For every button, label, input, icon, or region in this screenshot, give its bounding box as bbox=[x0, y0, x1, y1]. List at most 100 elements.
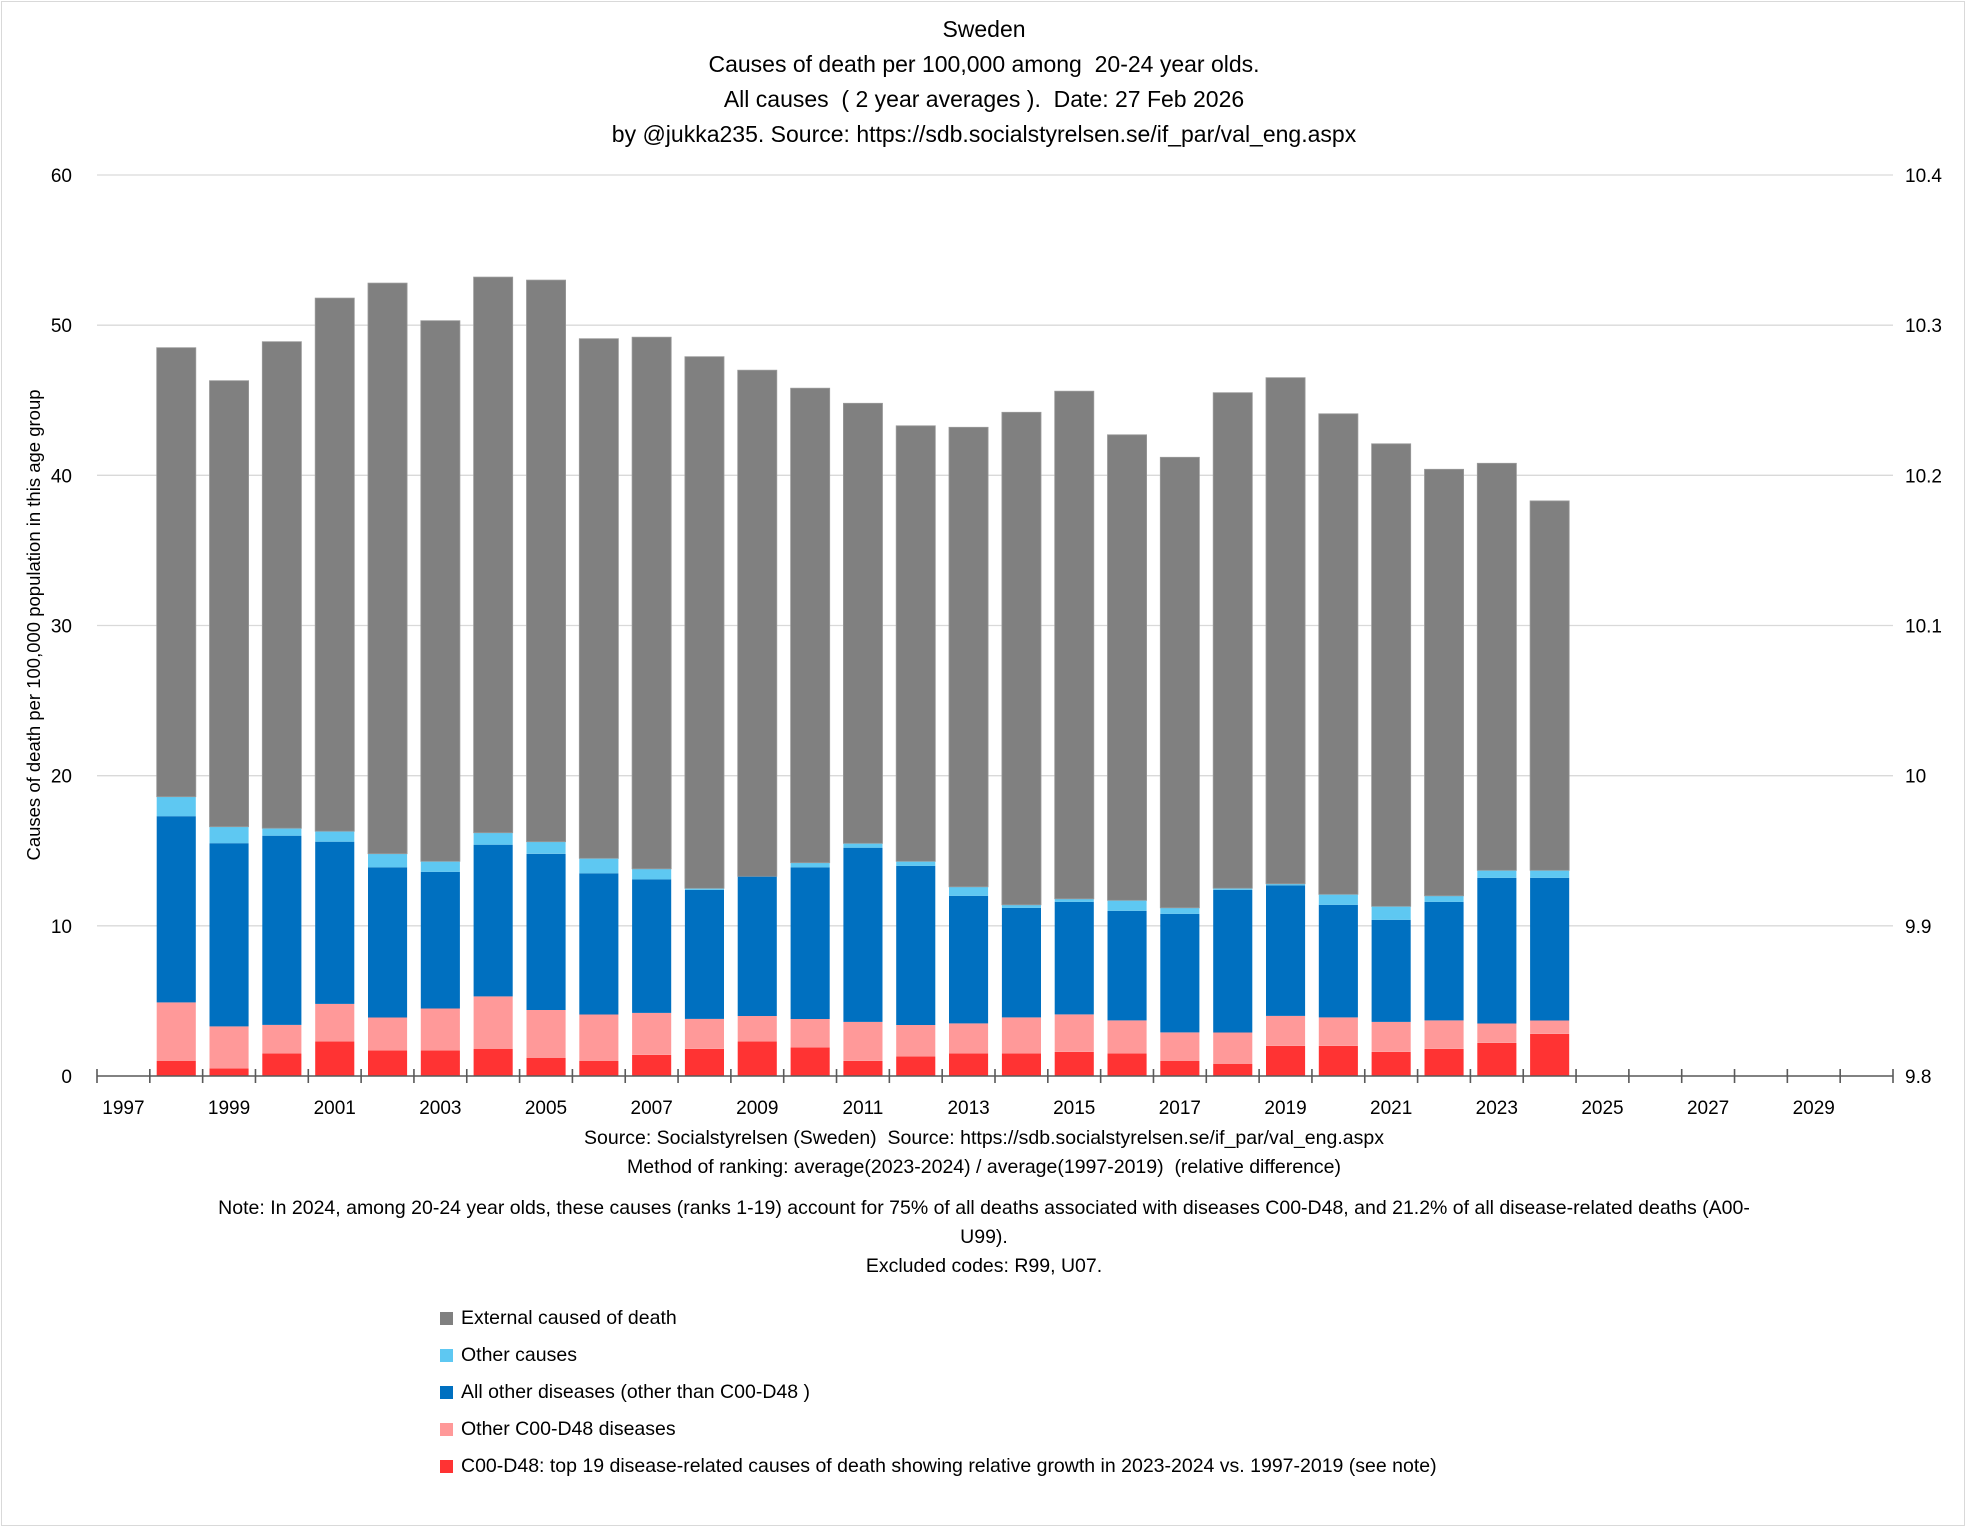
bar-segment bbox=[1529, 500, 1570, 871]
bar-segment bbox=[1001, 904, 1041, 908]
bar-segment bbox=[156, 1061, 196, 1076]
bar-segment bbox=[1213, 889, 1253, 1033]
bar-segment bbox=[1054, 390, 1095, 900]
bar-stack-1998 bbox=[156, 347, 197, 1076]
bar-segment bbox=[315, 1003, 355, 1042]
bar-segment bbox=[790, 867, 830, 1019]
bar-stack-2000 bbox=[261, 341, 302, 1076]
legend-label: Other causes bbox=[461, 1344, 577, 1366]
chart-notes: Source: Socialstyrelsen (Sweden) Source:… bbox=[0, 1124, 1968, 1281]
legend-item: C00-D48: top 19 disease-related causes o… bbox=[440, 1448, 1437, 1485]
x-tick-label: 2007 bbox=[631, 1098, 673, 1119]
bar-segment bbox=[843, 1061, 883, 1076]
bar-segment bbox=[1213, 888, 1253, 890]
x-tick-label: 2027 bbox=[1687, 1098, 1729, 1119]
bar-stack-2001 bbox=[314, 297, 355, 1076]
bar-segment bbox=[156, 796, 196, 817]
bar-stack-2013 bbox=[948, 426, 989, 1076]
bar-segment bbox=[1318, 904, 1358, 1018]
bar-stack-2004 bbox=[473, 276, 514, 1076]
gridlines bbox=[97, 174, 1893, 927]
y-tick-label: 0 bbox=[61, 1067, 72, 1088]
legend: External caused of death Other causes All … bbox=[440, 1300, 1437, 1485]
bar-segment bbox=[1001, 1053, 1041, 1076]
bar-segment bbox=[948, 426, 989, 888]
bar-segment bbox=[156, 347, 197, 798]
bar-segment bbox=[1476, 462, 1517, 871]
method-line: Method of ranking: average(2023-2024) / … bbox=[627, 1156, 1341, 1178]
x-tick-label: 2003 bbox=[419, 1098, 461, 1119]
bar-segment bbox=[473, 844, 513, 997]
bar-stack-2003 bbox=[420, 320, 461, 1076]
bar-segment bbox=[1107, 900, 1147, 911]
bar-segment bbox=[737, 1015, 777, 1042]
bar-segment bbox=[896, 1056, 936, 1076]
bar-segment bbox=[790, 862, 830, 868]
legend-item: Other C00-D48 diseases bbox=[440, 1411, 1437, 1448]
x-tick-label: 2029 bbox=[1793, 1098, 1835, 1119]
x-tick-label: 2011 bbox=[843, 1098, 884, 1119]
bar-segment bbox=[156, 1002, 196, 1061]
bar-segment bbox=[790, 1047, 830, 1076]
bar-segment bbox=[949, 895, 989, 1024]
bar-segment bbox=[156, 816, 196, 1003]
bar-segment bbox=[473, 832, 513, 845]
bar-stack-2015 bbox=[1054, 390, 1095, 1076]
bar-segment bbox=[1371, 1021, 1411, 1052]
legend-swatch-icon bbox=[440, 1312, 453, 1325]
x-tick-label: 1997 bbox=[102, 1098, 144, 1119]
bar-stack-2014 bbox=[1001, 411, 1042, 1076]
bar-stack-2019 bbox=[1265, 377, 1306, 1076]
y2-tick-label: 10.2 bbox=[1905, 466, 1942, 487]
bar-stack-2012 bbox=[895, 425, 936, 1076]
y-tick-label: 40 bbox=[51, 466, 72, 487]
bar-segment bbox=[632, 1055, 672, 1076]
bar-segment bbox=[843, 1021, 883, 1061]
bar-segment bbox=[1054, 1052, 1094, 1076]
bar-segment bbox=[896, 865, 936, 1025]
bar-segment bbox=[737, 876, 777, 1016]
bar-stack-2022 bbox=[1424, 468, 1464, 1076]
bar-segment bbox=[368, 867, 408, 1018]
bar-segment bbox=[1266, 1046, 1306, 1076]
bar-segment bbox=[420, 1008, 460, 1051]
excluded-codes: Excluded codes: R99, U07. bbox=[865, 1255, 1103, 1277]
bar-segment bbox=[1318, 1017, 1358, 1046]
bar-segment bbox=[1054, 901, 1094, 1015]
bar-segment bbox=[526, 1058, 566, 1076]
bar-segment bbox=[1160, 913, 1200, 1033]
note-paragraph: Note: In 2024, among 20-24 year olds, th… bbox=[218, 1197, 1750, 1248]
y2-tick-label: 9.8 bbox=[1905, 1067, 1931, 1088]
bar-segment bbox=[578, 338, 619, 859]
bar-segment bbox=[420, 1050, 460, 1076]
legend-label: Other C00-D48 diseases bbox=[461, 1418, 676, 1440]
bar-stack-2008 bbox=[684, 356, 725, 1076]
y2-tick-label: 9.9 bbox=[1905, 917, 1931, 938]
bar-segment bbox=[737, 369, 778, 877]
bar-segment bbox=[526, 1009, 566, 1058]
x-tick-label: 2009 bbox=[736, 1098, 778, 1119]
bar-segment bbox=[420, 320, 461, 862]
bar-segment bbox=[420, 871, 460, 1009]
x-tick-label: 2019 bbox=[1264, 1098, 1306, 1119]
bar-segment bbox=[526, 853, 566, 1010]
bar-stack-2005 bbox=[526, 279, 566, 1076]
y-tick-label: 10 bbox=[51, 917, 72, 938]
bar-segment bbox=[262, 1024, 302, 1054]
bar-segment bbox=[790, 1018, 830, 1048]
bar-segment bbox=[473, 1049, 513, 1076]
bar-segment bbox=[1266, 885, 1306, 1016]
bar-stack-2021 bbox=[1371, 443, 1412, 1076]
bar-segment bbox=[209, 843, 249, 1027]
bar-segment bbox=[526, 279, 566, 843]
bar-segment bbox=[579, 1061, 619, 1076]
y-tick-label: 50 bbox=[51, 316, 72, 337]
legend-item: All other diseases (other than C00-D48 ) bbox=[440, 1374, 1437, 1411]
bar-segment bbox=[631, 336, 672, 870]
bar-segment bbox=[315, 831, 355, 842]
bar-segment bbox=[368, 1017, 408, 1051]
bar-segment bbox=[1212, 392, 1253, 889]
bar-segment bbox=[896, 861, 936, 866]
